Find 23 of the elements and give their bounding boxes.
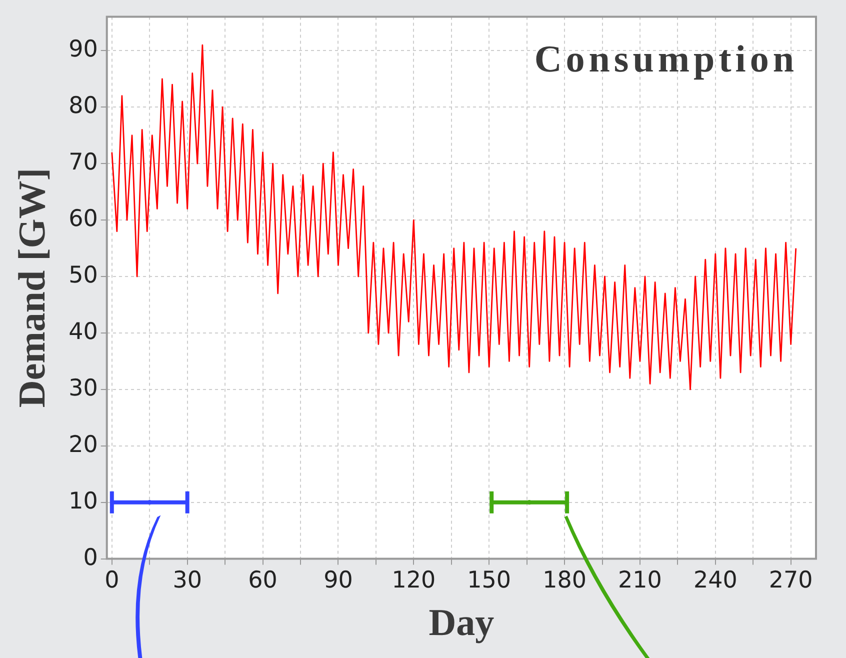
x-tick-label: 0 bbox=[104, 568, 120, 594]
x-tick-label: 90 bbox=[324, 568, 353, 594]
y-tick-label: 60 bbox=[68, 206, 98, 232]
y-tick-label: 50 bbox=[68, 262, 98, 288]
x-tick-label: 180 bbox=[542, 568, 586, 594]
x-tick-label: 240 bbox=[693, 568, 738, 594]
y-tick-label: 0 bbox=[83, 544, 98, 571]
y-tick-label: 90 bbox=[68, 36, 98, 63]
y-tick-label: 40 bbox=[68, 318, 98, 345]
text: Consumption bbox=[534, 38, 798, 81]
x-tick-label: 120 bbox=[392, 568, 436, 594]
x-tick-label: 210 bbox=[618, 568, 662, 594]
y-tick-label: 10 bbox=[68, 488, 98, 514]
x-tick-label: 270 bbox=[768, 568, 813, 594]
x-tick-label: 60 bbox=[248, 568, 278, 594]
y-axis-title: Demand [GW] bbox=[12, 168, 54, 408]
y-tick-label: 80 bbox=[68, 93, 98, 120]
y-tick-label: 70 bbox=[68, 150, 98, 176]
x-axis-title: Day bbox=[428, 602, 494, 644]
x-tick-label: 30 bbox=[172, 568, 202, 594]
x-tick-label: 150 bbox=[467, 568, 512, 594]
y-tick-label: 20 bbox=[68, 432, 98, 458]
y-tick-label: 30 bbox=[68, 375, 98, 402]
